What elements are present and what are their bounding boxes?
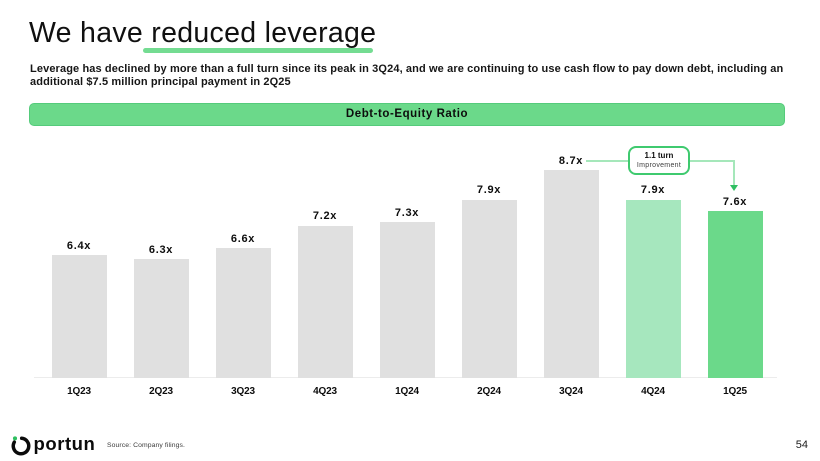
title-underline-accent: [143, 47, 374, 53]
bar-2Q24: [461, 199, 517, 378]
chart-title: Debt-to-Equity Ratio: [345, 108, 469, 121]
callout-arrowhead-icon: [729, 185, 738, 191]
callout-connector-right: [690, 160, 735, 162]
bar-category-label: 3Q23: [231, 386, 255, 397]
bar-4Q24: [625, 199, 681, 378]
bar-value-label: 6.6x: [230, 232, 256, 245]
page-number: 54: [795, 439, 808, 451]
bar-value-label: 6.4x: [66, 239, 92, 252]
bar-value-label: 7.3x: [394, 206, 420, 219]
bar-value-label: 7.9x: [640, 184, 666, 197]
slide-subtitle: Leverage has declined by more than a ful…: [30, 63, 784, 88]
callout-subtitle: Improvement: [636, 161, 682, 169]
bar-category-label: 2Q23: [149, 386, 173, 397]
bar-value-label: 7.2x: [312, 210, 338, 223]
bar-1Q25: [707, 211, 763, 378]
bar-category-label: 1Q25: [723, 386, 747, 397]
bar-category-label: 1Q23: [67, 386, 91, 397]
bar-3Q23: [215, 248, 271, 378]
bar-category-label: 3Q24: [559, 386, 583, 397]
bar-1Q23: [51, 255, 107, 378]
slide-title-highlight: reduced leverage: [143, 17, 377, 53]
bar-value-label: 6.3x: [148, 243, 174, 256]
callout-title: 1.1 turn: [644, 151, 674, 161]
bar-category-label: 4Q23: [313, 386, 337, 397]
callout-connector-left: [586, 160, 628, 162]
bar-1Q24: [379, 222, 435, 378]
bar-category-label: 4Q24: [641, 386, 665, 397]
logo-green-dot: [12, 436, 18, 441]
bar-category-label: 2Q24: [477, 386, 501, 397]
bar-3Q24: [543, 170, 599, 378]
improvement-callout: 1.1 turn Improvement: [628, 146, 690, 175]
slide-title-prefix: We have: [29, 17, 152, 49]
source-note: Source: Company filings.: [107, 442, 185, 449]
bar-2Q23: [133, 259, 189, 378]
bar-value-label: 8.7x: [558, 154, 584, 167]
oportun-logo-text: portun: [33, 433, 96, 454]
bar-category-label: 1Q24: [395, 386, 419, 397]
bar-value-label: 7.6x: [722, 195, 748, 208]
slide-title-highlight-text: reduced leverage: [151, 17, 377, 49]
bar-value-label: 7.9x: [476, 184, 502, 197]
logo-ring: [11, 436, 31, 456]
slide-title: We have reduced leverage: [29, 17, 377, 53]
oportun-logo-o-icon: [11, 436, 31, 456]
callout-connector-down: [733, 160, 735, 185]
bar-4Q23: [297, 225, 353, 378]
chart-title-banner: Debt-to-Equity Ratio: [29, 103, 785, 126]
oportun-logo: portun: [8, 433, 95, 459]
